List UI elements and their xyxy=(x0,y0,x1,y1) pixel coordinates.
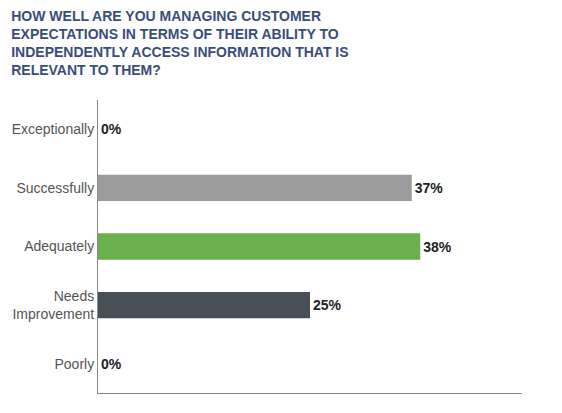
svg-text:25%: 25% xyxy=(313,297,342,313)
svg-text:0%: 0% xyxy=(101,356,122,372)
svg-text:38%: 38% xyxy=(423,239,452,255)
svg-text:NeedsImprovement: NeedsImprovement xyxy=(12,288,94,322)
svg-text:Exceptionally: Exceptionally xyxy=(12,121,95,137)
svg-text:0%: 0% xyxy=(101,121,122,137)
svg-text:37%: 37% xyxy=(415,180,444,196)
svg-text:Adequately: Adequately xyxy=(24,238,94,254)
svg-text:Successfully: Successfully xyxy=(16,180,94,196)
svg-text:HOW WELL ARE YOU MANAGING CUST: HOW WELL ARE YOU MANAGING CUSTOMEREXPECT… xyxy=(11,8,348,79)
svg-text:Poorly: Poorly xyxy=(55,356,95,372)
